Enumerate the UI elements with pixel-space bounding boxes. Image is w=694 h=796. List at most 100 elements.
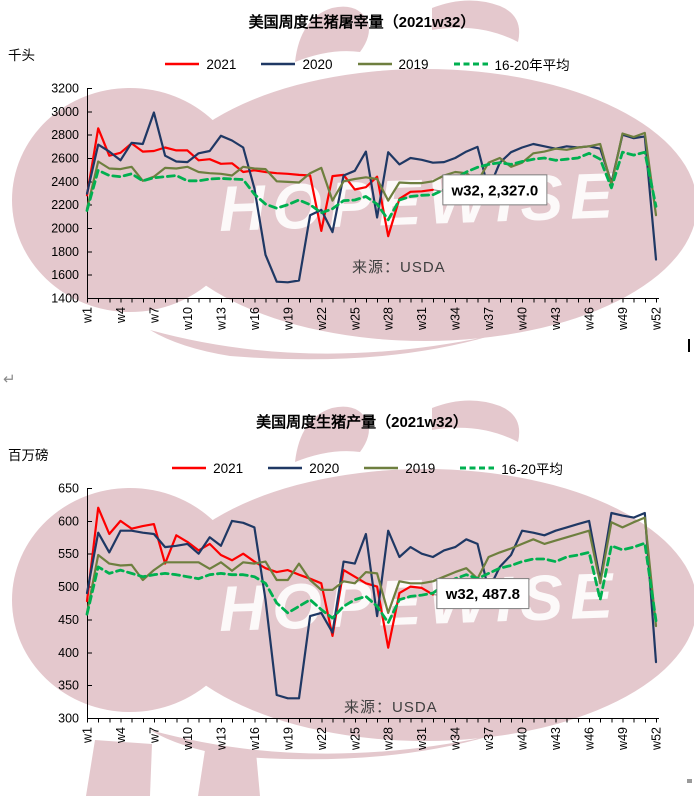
x-tick-label: w34 <box>449 727 463 751</box>
chart-title: 美国周度生猪屠宰量（2021w32） <box>248 14 476 31</box>
legend-label: 2020 <box>309 460 340 476</box>
annotation-leader <box>433 189 444 192</box>
legend-label: 2019 <box>405 460 436 476</box>
x-tick-label: w28 <box>382 727 396 751</box>
plot-area: 1400 1600 1800 2000 2200 2400 2600 2800 3000 3200… <box>51 82 664 331</box>
legend-item-2021: 2021 <box>164 57 236 72</box>
x-tick-label: w10 <box>181 727 195 751</box>
y-tick-label: 3000 <box>51 105 79 119</box>
series-line-2019 <box>85 131 658 217</box>
annotation-box <box>442 174 548 206</box>
legend: 2021 2020 2019 16-20平均 <box>60 458 674 478</box>
legend-item-2019: 2019 <box>357 57 429 72</box>
x-tick-label: w1 <box>81 727 95 744</box>
watermark-leg-shape <box>86 740 152 796</box>
annotation-text: w32, 2,327.0 <box>450 182 538 199</box>
x-tick-label: w7 <box>147 307 161 324</box>
y-tick-label: 1400 <box>51 292 79 306</box>
plot-area: 300 350 400 450 500 550 600 650 w1 w4 w7 w10 w13 w16 w… <box>58 482 664 751</box>
y-tick-label: 2400 <box>51 175 79 189</box>
y-tick-label: 300 <box>58 712 79 726</box>
x-tick-label: w4 <box>114 727 128 744</box>
text-cursor-artifact <box>688 339 690 352</box>
x-tick-label: w46 <box>583 307 597 331</box>
legend-swatch <box>165 62 200 66</box>
y-tick-label: 450 <box>58 613 79 627</box>
watermark-ear-shape <box>432 400 520 442</box>
legend-item-2019: 2019 <box>363 461 435 476</box>
y-tick-label: 550 <box>58 547 79 561</box>
pig-watermark-logo: HOPEWISE <box>12 0 694 360</box>
legend-swatch <box>364 466 399 470</box>
x-tick-label: w52 <box>650 727 664 751</box>
legend-label: 2021 <box>206 56 237 72</box>
x-tick-label: w22 <box>315 727 329 751</box>
paragraph-return-mark: ↵ <box>3 371 16 388</box>
x-tick-label: w25 <box>348 727 362 751</box>
legend-item-2021: 2021 <box>171 461 243 476</box>
x-tick-label: w19 <box>281 307 295 331</box>
x-tick-label: w37 <box>482 727 496 751</box>
watermark-ear-shape <box>295 6 369 63</box>
x-tick-label: w31 <box>415 727 429 751</box>
watermark-body-shape <box>153 69 694 341</box>
legend-item-2020: 2020 <box>260 56 333 72</box>
x-tick-label: w52 <box>650 307 664 331</box>
legend-swatch <box>172 466 207 470</box>
legend: 2021 2020 2019 16-20年平均 <box>60 54 674 74</box>
pork-production-chart: HOPEWISE 美国周度生猪产量（2021w32） 百万磅 2021 2020 2… <box>0 400 694 796</box>
x-tick-label: w13 <box>214 307 228 331</box>
x-tick-label: w7 <box>147 727 161 744</box>
y-axis-unit-label: 千头 <box>8 48 35 63</box>
chart-title: 美国周度生猪产量（2021w32） <box>256 414 468 431</box>
legend-label: 16-20年平均 <box>494 58 570 73</box>
watermark-swoosh-shape <box>150 330 490 360</box>
x-tick-label: w22 <box>315 307 329 331</box>
y-tick-label: 650 <box>58 482 79 496</box>
legend-item-16-20年平均: 16-20年平均 <box>453 54 570 74</box>
legend-item-16-20平均: 16-20平均 <box>459 458 563 478</box>
pig-watermark-logo: HOPEWISE <box>12 400 694 796</box>
watermark-body-shape <box>153 469 694 741</box>
x-tick-label: w40 <box>516 307 530 331</box>
series-line-16-20平均 <box>85 541 658 625</box>
watermark-leg-shape <box>198 750 260 796</box>
watermark-ear-shape <box>295 406 369 462</box>
y-tick-label: 2600 <box>51 152 79 166</box>
y-tick-label: 350 <box>58 679 79 693</box>
y-tick-label: 500 <box>58 580 79 594</box>
watermark-text: HOPEWISE <box>218 559 621 645</box>
annotation-box <box>436 578 530 610</box>
legend-label: 2019 <box>398 56 429 72</box>
legend-label: 2020 <box>302 56 333 72</box>
x-tick-label: w46 <box>583 727 597 751</box>
legend-swatch <box>453 62 488 66</box>
x-tick-label: w49 <box>616 727 630 751</box>
legend-swatch <box>268 466 303 470</box>
x-tick-label: w16 <box>248 307 262 331</box>
x-tick-label: w16 <box>248 727 262 751</box>
series-line-2020 <box>85 511 658 700</box>
y-tick-label: 400 <box>58 646 79 660</box>
legend-swatch <box>460 466 495 470</box>
y-tick-label: 2200 <box>51 198 79 212</box>
legend-label: 16-20平均 <box>501 462 563 477</box>
legend-swatch <box>357 62 392 66</box>
y-axis-unit-label: 百万磅 <box>8 448 49 463</box>
x-tick-label: w43 <box>549 727 563 751</box>
x-tick-label: w37 <box>482 307 496 331</box>
watermark-ear-shape <box>432 0 520 42</box>
slaughter-volume-chart: HOPEWISE 美国周度生猪屠宰量（2021w32） 千头 2021 2020 2… <box>0 0 694 396</box>
x-tick-label: w49 <box>616 307 630 331</box>
edge-artifact <box>687 779 692 783</box>
x-tick-label: w25 <box>348 307 362 331</box>
y-tick-label: 2000 <box>51 222 79 236</box>
x-tick-label: w1 <box>81 307 95 324</box>
series-line-2020 <box>85 111 658 284</box>
y-tick-label: 600 <box>58 514 79 528</box>
watermark-head-shape <box>12 88 248 312</box>
series-line-16-20年平均 <box>85 150 658 222</box>
x-tick-label: w31 <box>415 307 429 331</box>
source-label: 来源：USDA <box>352 259 446 276</box>
